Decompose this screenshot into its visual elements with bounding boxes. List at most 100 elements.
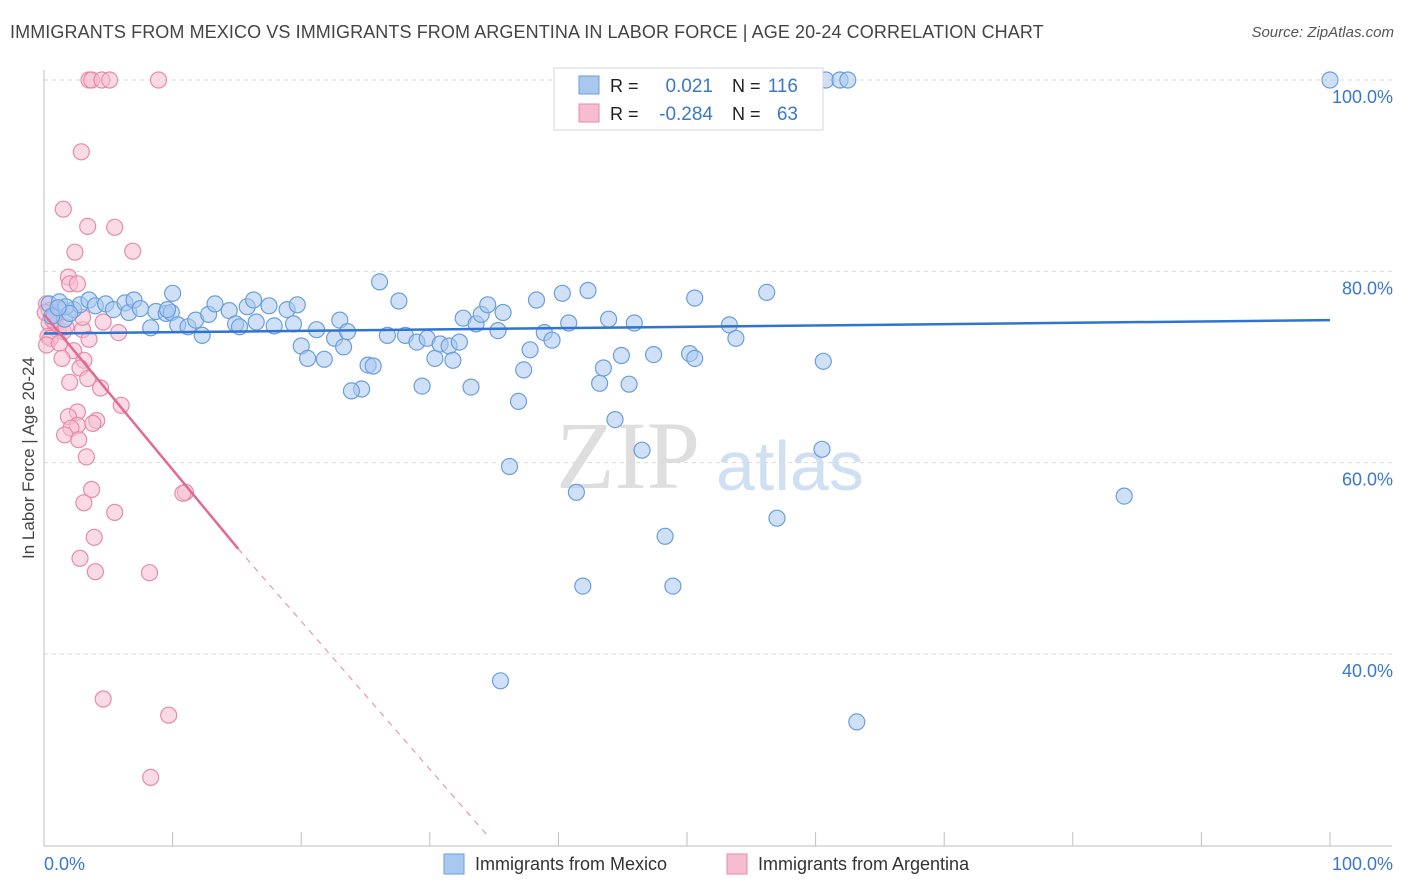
- x-tick-label-min: 0.0%: [44, 854, 85, 874]
- mexico-point: [494, 303, 512, 322]
- watermark-atlas: atlas: [716, 427, 864, 505]
- argentina-point: [54, 200, 72, 218]
- mexico-point: [848, 713, 866, 731]
- argentina-point: [142, 768, 160, 787]
- mexico-point: [500, 457, 519, 476]
- argentina-point: [61, 373, 79, 391]
- argentina-point: [86, 563, 105, 581]
- argentina-point: [79, 217, 97, 235]
- mexico-point: [686, 289, 704, 307]
- stats-n-label-argentina: N =: [732, 104, 761, 124]
- argentina-point: [70, 431, 88, 449]
- stats-n-label-mexico: N =: [732, 76, 761, 96]
- legend-label-argentina: Immigrants from Argentina: [758, 854, 970, 874]
- mexico-point: [491, 672, 510, 690]
- mexico-point: [342, 382, 360, 400]
- mexico-point: [378, 326, 396, 344]
- trend-line-argentina-extension: [237, 548, 489, 837]
- mexico-point: [574, 577, 592, 595]
- legend-swatch-mexico: [443, 853, 465, 875]
- y-tick-labels: 40.0% 60.0% 80.0% 100.0%: [1332, 87, 1393, 681]
- mexico-point: [260, 297, 278, 315]
- argentina-point: [84, 414, 102, 432]
- mexico-point: [543, 331, 561, 349]
- mexico-point: [839, 71, 857, 89]
- mexico-point: [664, 577, 682, 595]
- x-ticks: [43, 832, 1331, 846]
- mexico-point: [131, 300, 149, 318]
- argentina-points: [36, 71, 195, 787]
- argentina-point: [82, 480, 101, 499]
- legend: Immigrants from Mexico Immigrants from A…: [443, 853, 970, 875]
- mexico-point: [450, 333, 468, 351]
- argentina-point: [53, 349, 71, 367]
- mexico-point: [390, 292, 408, 310]
- mexico-point: [599, 310, 618, 328]
- mexico-point: [633, 441, 651, 459]
- stats-r-value-argentina: -0.284: [659, 104, 713, 125]
- legend-swatch-argentina: [726, 853, 748, 875]
- y-tick-label: 60.0%: [1342, 470, 1393, 490]
- legend-label-mexico: Immigrants from Mexico: [475, 854, 667, 874]
- mexico-point: [364, 357, 382, 375]
- argentina-point: [100, 71, 119, 89]
- trend-line-mexico: [43, 318, 1331, 335]
- mexico-point: [813, 440, 831, 458]
- chart-title: IMMIGRANTS FROM MEXICO VS IMMIGRANTS FRO…: [10, 22, 1044, 42]
- mexico-point: [245, 291, 263, 309]
- mexico-point: [612, 346, 631, 365]
- mexico-point: [479, 296, 497, 314]
- mexico-points: [40, 71, 1339, 731]
- stats-r-value-mexico: 0.021: [665, 76, 713, 97]
- mexico-point: [567, 483, 586, 501]
- stats-box: R = 0.021 N = 116 R = -0.284 N = 63: [553, 67, 824, 131]
- argentina-point: [91, 379, 110, 397]
- argentina-point: [50, 334, 69, 352]
- argentina-point: [72, 143, 90, 161]
- y-tick-label: 80.0%: [1342, 278, 1393, 298]
- y-tick-label: 40.0%: [1342, 661, 1393, 681]
- mexico-point: [444, 351, 462, 369]
- mexico-point: [579, 281, 597, 300]
- argentina-point: [68, 275, 87, 293]
- mexico-point: [371, 273, 389, 291]
- mexico-point: [206, 295, 224, 313]
- argentina-point: [75, 494, 93, 512]
- mexico-point: [158, 301, 177, 319]
- stats-n-value-argentina: 63: [777, 104, 798, 125]
- stats-swatch-mexico: [578, 75, 600, 95]
- argentina-point: [106, 503, 124, 522]
- y-tick-label: 100.0%: [1332, 87, 1393, 107]
- mexico-point: [521, 341, 539, 359]
- mexico-point: [284, 315, 303, 333]
- mexico-point: [288, 296, 306, 314]
- mexico-point: [1115, 487, 1133, 505]
- trend-lines: [43, 313, 1331, 837]
- argentina-point: [149, 71, 168, 89]
- argentina-point: [106, 218, 124, 236]
- mexico-point: [413, 377, 431, 395]
- argentina-point: [140, 564, 159, 582]
- x-tick-label-max: 100.0%: [1332, 854, 1393, 874]
- mexico-point: [527, 291, 546, 309]
- argentina-point: [160, 706, 178, 724]
- mexico-point: [727, 329, 745, 347]
- mexico-point: [620, 375, 638, 393]
- argentina-point: [124, 242, 142, 260]
- trend-line-argentina: [43, 313, 240, 550]
- mexico-point: [758, 283, 776, 301]
- mexico-point: [590, 374, 609, 392]
- mexico-point: [426, 349, 444, 367]
- mexico-point: [164, 284, 182, 302]
- mexico-point: [686, 349, 704, 367]
- mexico-point: [553, 284, 571, 302]
- mexico-point: [814, 352, 832, 370]
- stats-r-label-argentina: R =: [610, 104, 639, 124]
- mexico-point: [515, 361, 533, 379]
- argentina-point: [80, 330, 98, 348]
- stats-r-label-mexico: R =: [610, 76, 639, 96]
- argentina-point: [94, 690, 112, 708]
- mexico-point: [768, 509, 786, 527]
- mexico-point: [193, 326, 211, 344]
